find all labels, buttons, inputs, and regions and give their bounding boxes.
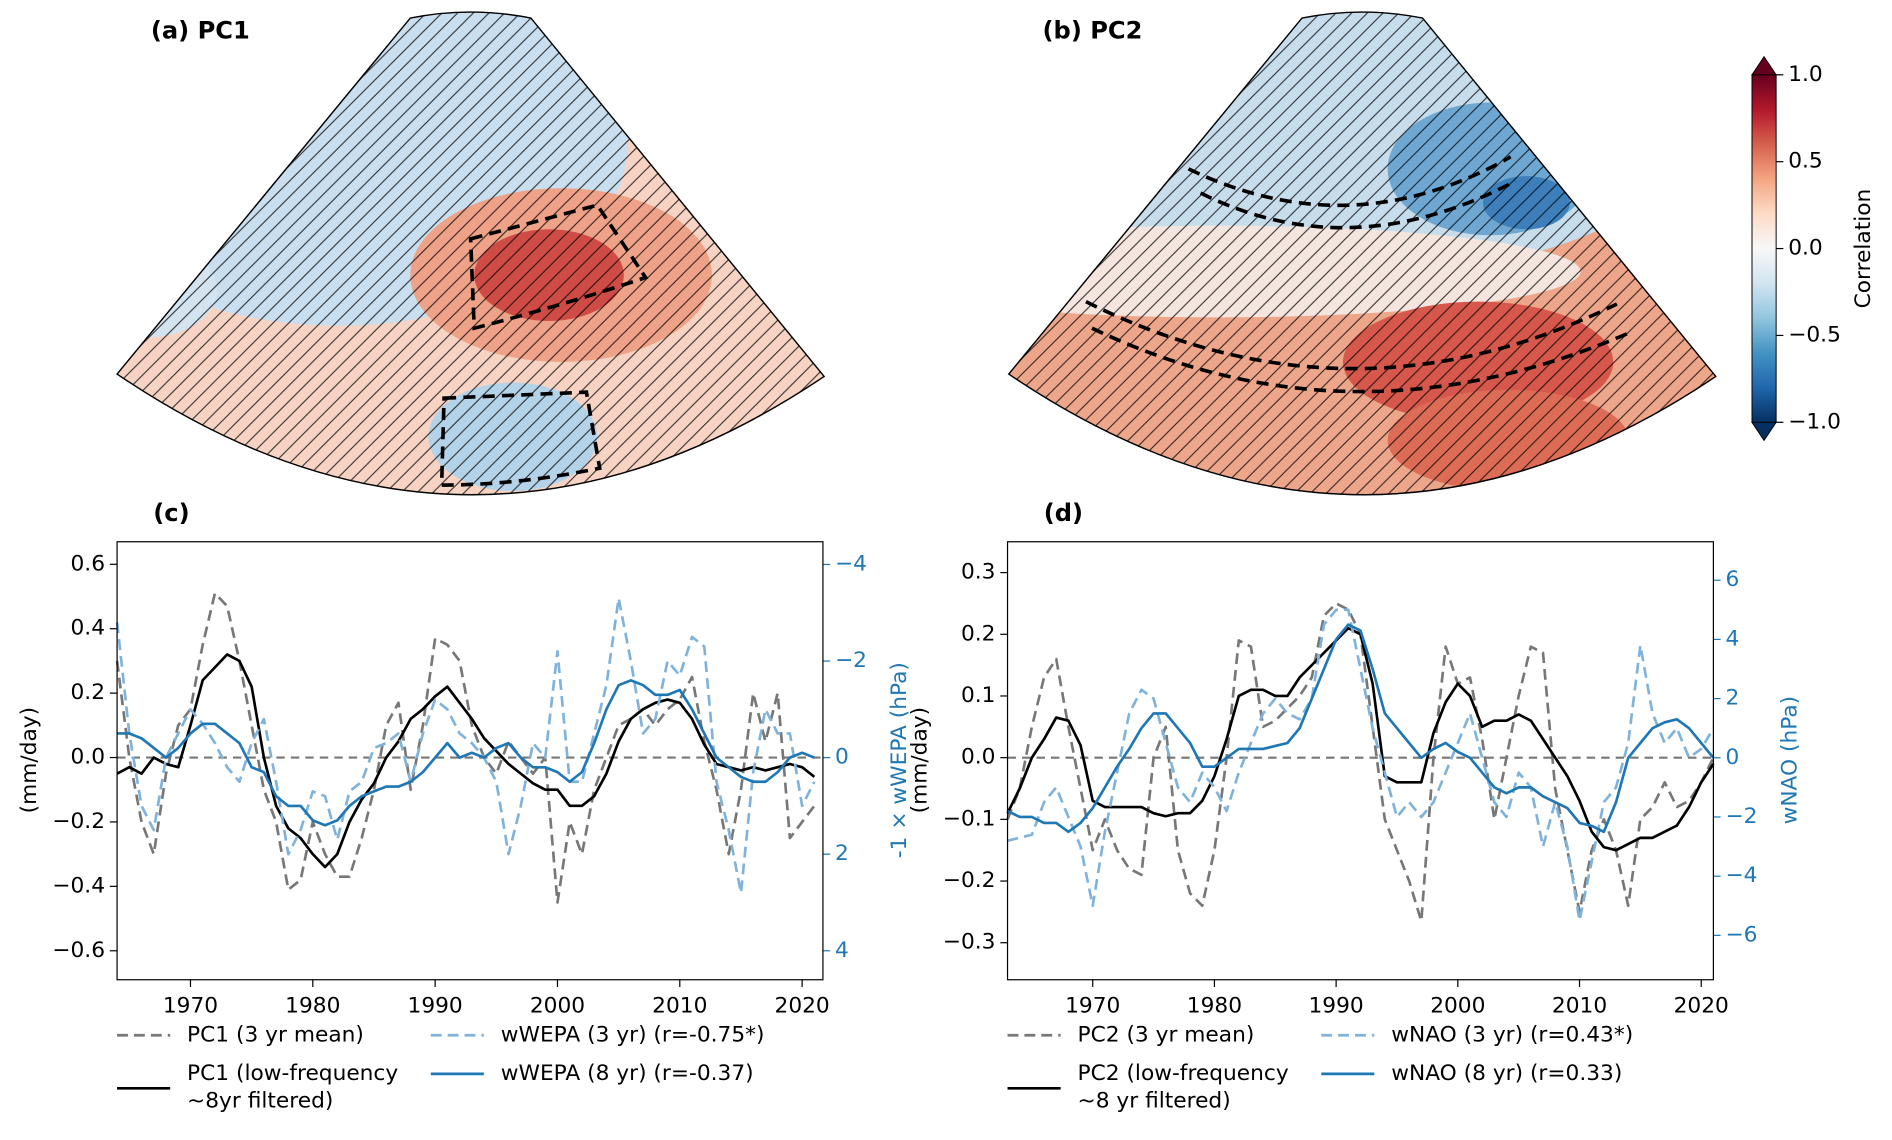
series-line — [116, 653, 816, 869]
text-line: PC2 (low-frequency — [1078, 1061, 1289, 1086]
series-line — [1007, 608, 1715, 922]
y-tick-label: −0.2 — [52, 809, 105, 834]
x-tick-label: 1990 — [1309, 993, 1364, 1018]
panel-title: (d) — [1044, 499, 1083, 527]
x-tick-label: 1990 — [408, 993, 463, 1018]
colorbar-tick-label: −1.0 — [1788, 409, 1841, 434]
legend-label: PC2 (low-frequency ~8 yr filtered) — [1078, 1061, 1289, 1114]
series-line — [117, 679, 815, 827]
x-tick-label: 1980 — [1187, 993, 1242, 1018]
y-tick-label: 0.3 — [961, 560, 996, 585]
series-line — [1006, 623, 1715, 834]
y-tick-label: 0.0 — [961, 745, 996, 770]
x-tick-label: 2010 — [652, 993, 707, 1018]
legend-label: PC1 (low-frequency ~8yr filtered) — [187, 1061, 398, 1114]
y2-tick-label: −6 — [1725, 922, 1757, 947]
y2-tick-label: 0 — [1725, 745, 1739, 770]
y-tick-label: −0.6 — [52, 938, 105, 963]
map-outline — [116, 11, 826, 496]
map-a — [117, 12, 825, 495]
y-tick-label: −0.3 — [943, 930, 996, 955]
series-line — [115, 596, 816, 895]
y-tick-label: −0.4 — [52, 873, 105, 898]
y2-tick-label: −2 — [835, 648, 867, 673]
series-line — [1006, 626, 1715, 852]
x-tick-label: 1970 — [1065, 993, 1120, 1018]
legend-label: PC2 (3 yr mean) — [1078, 1022, 1255, 1047]
x-tick-label: 2020 — [775, 993, 830, 1018]
y2-tick-label: −4 — [835, 551, 867, 576]
plot-frame — [1006, 541, 1714, 981]
colorbar-tick-label: 1.0 — [1788, 62, 1823, 87]
y-tick-label: −0.2 — [943, 868, 996, 893]
y2-tick-label: 2 — [1725, 686, 1739, 711]
region-box — [468, 203, 649, 331]
colorbar-extend — [1751, 421, 1778, 442]
map-title: (b) PC2 — [1043, 16, 1143, 44]
legend-label: wNAO (3 yr) (r=0.43*) — [1391, 1022, 1633, 1047]
y2-tick-label: 2 — [835, 841, 849, 866]
colorbar-extend — [1751, 55, 1778, 76]
x-tick-label: 2020 — [1674, 993, 1729, 1018]
legend-label: PC1 (3 yr mean) — [187, 1022, 364, 1047]
x-tick-label: 1980 — [285, 993, 340, 1018]
text-line: ~8 yr filtered) — [1078, 1089, 1231, 1114]
y2-tick-label: −2 — [1725, 804, 1757, 829]
legend-label: wWEPA (8 yr) (r=-0.37) — [501, 1061, 754, 1086]
map-title: (a) PC1 — [151, 16, 250, 44]
y2-tick-label: 6 — [1725, 567, 1739, 592]
colorbar-label: Correlation — [1851, 189, 1876, 309]
x-tick-label: 2000 — [1430, 993, 1485, 1018]
y-tick-label: 0.2 — [961, 621, 996, 646]
series-line — [1006, 602, 1715, 923]
y-tick-label: 0.0 — [70, 745, 105, 770]
line-chart: 1970 1980 1990 2000 2010 2020 0.3 0.2 0.1 0.0 −0.1… — [908, 499, 1803, 1114]
y2-tick-label: 4 — [1725, 626, 1739, 651]
region-band — [1085, 300, 1630, 394]
series-line — [115, 591, 816, 904]
y2-tick-label: −4 — [1725, 863, 1757, 888]
hatching — [1008, 12, 1716, 495]
y-axis-label: (mm/day) — [908, 707, 933, 813]
x-tick-label: 2000 — [530, 993, 585, 1018]
y2-tick-label: 4 — [835, 938, 849, 963]
x-tick-label: 2010 — [1552, 993, 1607, 1018]
plot-frame — [116, 541, 824, 981]
text-line: PC1 (low-frequency — [187, 1061, 398, 1086]
legend-label: wWEPA (3 yr) (r=-0.75*) — [501, 1022, 765, 1047]
y-tick-label: 0.2 — [70, 680, 105, 705]
legend-label: wNAO (8 yr) (r=0.33) — [1391, 1061, 1622, 1086]
colorbar: Correlation — [1751, 55, 1876, 442]
y-axis-label: (mm/day) — [17, 707, 42, 813]
y2-axis-label: -1 × wWEPA (hPa) — [887, 662, 912, 858]
colorbar-tick-label: 0.0 — [1788, 236, 1823, 261]
y-tick-label: 0.6 — [70, 551, 105, 576]
region-box — [439, 390, 602, 487]
y2-axis-label: wNAO (hPa) — [1778, 696, 1803, 825]
panel-title: (c) — [153, 499, 189, 527]
region-band — [1187, 155, 1517, 230]
colorbar-tick-label: 0.5 — [1788, 149, 1823, 174]
x-tick-label: 1970 — [163, 993, 218, 1018]
text-line: ~8yr filtered) — [187, 1089, 333, 1114]
map-b — [1008, 12, 1716, 495]
y-tick-label: −0.1 — [943, 806, 996, 831]
line-chart: 1970 1980 1990 2000 2010 2020 0.6 0.4 0.2 0.0 −0.2… — [17, 499, 912, 1114]
colorbar-tick-label: −0.5 — [1788, 322, 1841, 347]
colorbar-bar — [1751, 74, 1777, 423]
y2-tick-label: 0 — [835, 745, 849, 770]
map-outline — [1007, 11, 1717, 496]
y-tick-label: 0.4 — [70, 616, 105, 641]
y-tick-label: 0.1 — [961, 683, 996, 708]
